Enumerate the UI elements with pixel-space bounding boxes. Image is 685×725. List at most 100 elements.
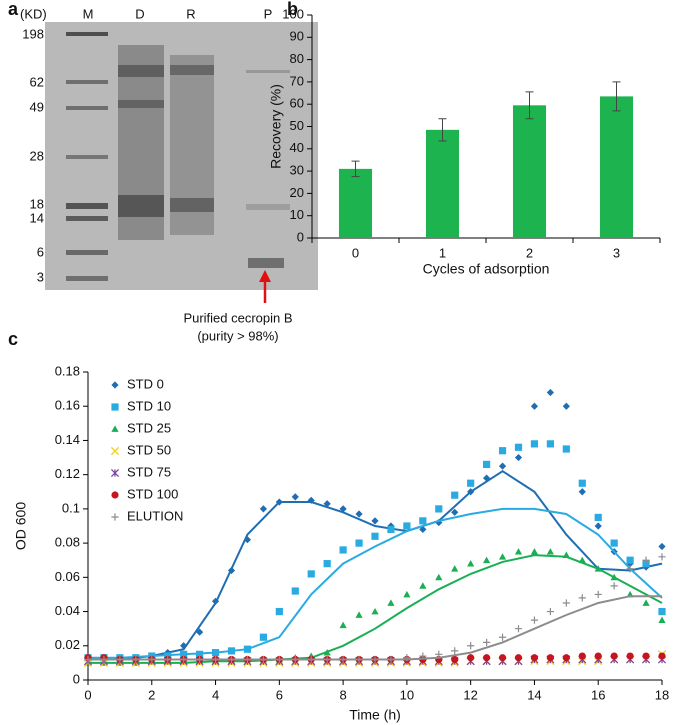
x-tick-label: 10 (400, 687, 414, 702)
panel-label: c (8, 329, 18, 349)
x-tick-label: 4 (212, 687, 219, 702)
point (307, 570, 315, 578)
trend-line (88, 470, 663, 661)
bar (512, 105, 547, 238)
legend-marker (111, 403, 119, 411)
point (562, 402, 570, 410)
point (642, 599, 650, 606)
legend-label: ELUTION (127, 508, 183, 523)
point (371, 517, 379, 525)
point (658, 616, 666, 623)
point (435, 573, 443, 581)
point (371, 607, 379, 615)
point (323, 560, 331, 568)
point (658, 542, 666, 551)
x-tick-label: 3 (613, 245, 620, 260)
point (498, 654, 507, 662)
point (403, 590, 411, 598)
legend-marker (111, 513, 119, 521)
legend-label: STD 10 (127, 398, 171, 413)
point (355, 510, 363, 518)
error-bar (351, 160, 360, 178)
point (594, 513, 602, 522)
point (435, 505, 443, 513)
marker-label: 62 (30, 74, 44, 89)
point (419, 517, 427, 525)
point (562, 445, 570, 453)
point (514, 548, 523, 555)
point (530, 616, 539, 624)
point (467, 654, 475, 662)
point (498, 553, 507, 560)
point (562, 599, 570, 607)
marker-label: 49 (30, 99, 44, 114)
point (530, 654, 539, 662)
point (594, 652, 602, 660)
point (530, 402, 539, 410)
point (514, 453, 523, 462)
legend-marker (110, 468, 120, 478)
legend-label: STD 25 (127, 420, 171, 435)
lane-label: R (186, 6, 195, 21)
legend-marker (111, 381, 119, 389)
y-tick-label: 80 (290, 51, 304, 66)
point (259, 633, 267, 641)
marker-label: 28 (30, 148, 44, 163)
y-tick-label: 0.02 (55, 637, 80, 652)
lane-label: D (135, 6, 144, 21)
panel-label: b (287, 0, 298, 19)
point (514, 654, 523, 662)
point (275, 607, 283, 616)
legend-label: STD 100 (127, 486, 178, 501)
y-tick-label: 0.12 (55, 466, 80, 481)
x-tick-label: 2 (526, 245, 533, 260)
point (658, 553, 666, 561)
point (610, 582, 618, 590)
point (658, 607, 666, 616)
point (626, 556, 634, 564)
point (546, 654, 554, 662)
y-tick-label: 0.06 (55, 569, 80, 584)
trend-line (88, 507, 663, 659)
point (451, 647, 459, 655)
point (578, 652, 586, 660)
point (530, 548, 539, 555)
x-tick-label: 16 (591, 687, 605, 702)
y-tick-label: 50 (290, 118, 304, 133)
y-tick-label: 0.14 (55, 432, 80, 447)
y-tick-label: 0.04 (55, 603, 80, 618)
x-tick-label: 8 (339, 687, 346, 702)
point (578, 594, 586, 602)
y-tick-label: 0.08 (55, 535, 80, 550)
x-tick-label: 14 (527, 687, 541, 702)
point (339, 621, 347, 629)
lane-label: P (264, 6, 273, 21)
marker-label: 6 (37, 244, 44, 259)
bar (338, 168, 373, 238)
point (339, 505, 347, 513)
point (451, 655, 459, 664)
y-tick-label: 0 (297, 229, 304, 244)
point (355, 539, 363, 547)
point (451, 491, 459, 499)
x-tick-label: 0 (84, 687, 91, 702)
point (546, 388, 554, 397)
x-tick-label: 18 (655, 687, 669, 702)
y-axis-label: OD 600 (13, 502, 29, 550)
y-tick-label: 30 (290, 163, 304, 178)
legend-label: STD 50 (127, 442, 171, 457)
marker-label: 18 (30, 196, 44, 211)
point (594, 522, 602, 530)
error-bar (612, 81, 621, 112)
annotation: (purity > 98%) (197, 328, 278, 343)
marker-label: 3 (37, 269, 44, 284)
point (435, 650, 443, 658)
point (355, 611, 363, 618)
x-tick-label: 0 (352, 245, 359, 260)
point (514, 443, 523, 451)
point (626, 652, 634, 660)
point (387, 525, 395, 534)
point (371, 532, 379, 540)
unit-label: (KD) (20, 6, 47, 21)
